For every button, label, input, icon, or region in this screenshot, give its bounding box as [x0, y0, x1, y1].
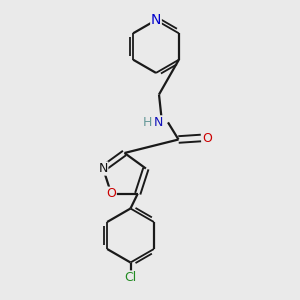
Text: O: O: [202, 131, 212, 145]
Text: N: N: [151, 13, 161, 27]
Text: N: N: [154, 116, 163, 129]
Text: H: H: [143, 116, 152, 129]
Text: Cl: Cl: [124, 271, 136, 284]
Text: O: O: [106, 187, 116, 200]
Text: N: N: [98, 162, 108, 175]
